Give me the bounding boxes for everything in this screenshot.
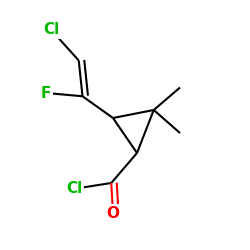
Text: F: F [41, 86, 51, 100]
Text: Cl: Cl [43, 22, 60, 38]
Text: Cl: Cl [66, 181, 82, 196]
Text: O: O [106, 206, 120, 220]
